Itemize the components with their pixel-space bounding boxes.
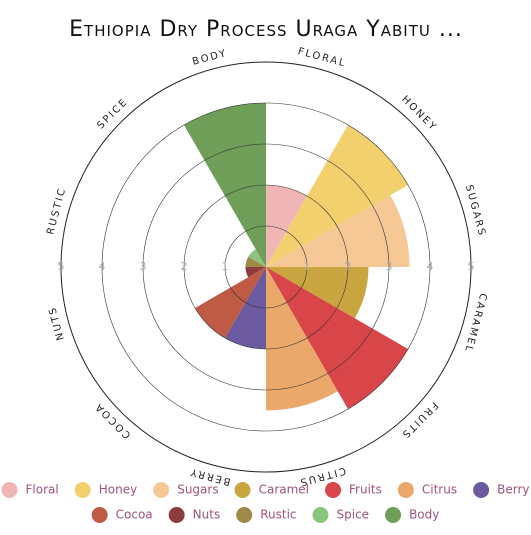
legend-swatch xyxy=(153,482,170,498)
legend-item: Honey xyxy=(74,482,137,498)
legend-label: Berry xyxy=(497,483,529,497)
wedge xyxy=(245,256,266,267)
legend-label: Citrus xyxy=(422,483,457,497)
legend-item: Body xyxy=(385,507,439,523)
r-tick-label: 4 xyxy=(99,260,106,273)
wedge xyxy=(248,249,266,267)
legend-swatch xyxy=(473,482,490,498)
legend-swatch xyxy=(1,482,18,498)
grid-ring xyxy=(60,61,472,473)
r-tick-label: 2 xyxy=(181,260,188,273)
wedge xyxy=(266,267,338,411)
legend-label: Caramel xyxy=(259,483,309,497)
r-tick-label: 1 xyxy=(304,260,311,273)
category-label: Floral xyxy=(297,46,348,70)
legend-item: Cocoa xyxy=(91,507,153,523)
wedge xyxy=(266,185,307,267)
legend-swatch xyxy=(234,482,251,498)
r-tick-label: 5 xyxy=(58,260,65,273)
legend-item: Fruits xyxy=(325,482,382,498)
legend-label: Nuts xyxy=(193,508,221,522)
category-label: Spice xyxy=(95,96,130,131)
legend-label: Fruits xyxy=(349,483,382,497)
legend-item: Sugars xyxy=(153,482,219,498)
legend-row: Floral Honey Sugars Caramel Fruits Citrus Berr… xyxy=(1,482,529,498)
legend-label: Floral xyxy=(26,483,59,497)
wedge xyxy=(245,267,266,278)
wedge xyxy=(266,267,409,410)
legend-label: Spice xyxy=(337,508,370,522)
category-label: Honey xyxy=(399,94,439,134)
category-label: Cocoa xyxy=(93,400,134,441)
legend-swatch xyxy=(385,507,402,523)
r-tick-label: 3 xyxy=(140,260,147,273)
legend-swatch xyxy=(325,482,342,498)
legend-swatch xyxy=(312,507,329,523)
category-label: Body xyxy=(191,48,228,68)
legend-item: Berry xyxy=(473,482,529,498)
legend-row: Cocoa Nuts Rustic Spice Body xyxy=(91,507,439,523)
wedge xyxy=(194,267,266,339)
grid-ring xyxy=(183,184,349,350)
legend-swatch xyxy=(236,507,253,523)
wedge xyxy=(184,103,266,267)
wedge xyxy=(266,267,369,319)
wedge xyxy=(266,124,409,267)
legend-label: Honey xyxy=(99,483,137,497)
category-label: Fruits xyxy=(398,399,439,440)
category-label: Nuts xyxy=(47,305,67,342)
grid-ring xyxy=(142,143,390,391)
legend-item: Nuts xyxy=(168,507,221,523)
legend-swatch xyxy=(74,482,91,498)
r-tick-label: 1 xyxy=(222,260,229,273)
legend-swatch xyxy=(168,507,185,523)
category-label: Sugars xyxy=(463,184,487,239)
grid-ring xyxy=(224,225,308,309)
legend-label: Cocoa xyxy=(116,508,153,522)
legend-item: Citrus xyxy=(397,482,457,498)
wedge xyxy=(225,267,266,349)
grid-ring xyxy=(101,102,431,432)
legend-swatch xyxy=(397,482,414,498)
r-tick-label: 5 xyxy=(468,260,475,273)
legend-label: Sugars xyxy=(177,483,218,497)
chart-title: Ethiopia Dry Process Uraga Yabitu ... xyxy=(69,17,463,42)
category-label: Caramel xyxy=(462,292,489,354)
legend-item: Floral xyxy=(1,482,59,498)
legend-item: Rustic xyxy=(236,507,297,523)
legend-item: Spice xyxy=(312,507,370,523)
legend-label: Rustic xyxy=(260,508,296,522)
r-tick-label: 4 xyxy=(427,260,434,273)
r-tick-label: 2 xyxy=(345,260,352,273)
wedge xyxy=(266,195,410,267)
r-tick-label: 3 xyxy=(386,260,393,273)
legend-swatch xyxy=(91,507,108,523)
legend-item: Caramel xyxy=(234,482,309,498)
legend-label: Body xyxy=(409,508,439,522)
